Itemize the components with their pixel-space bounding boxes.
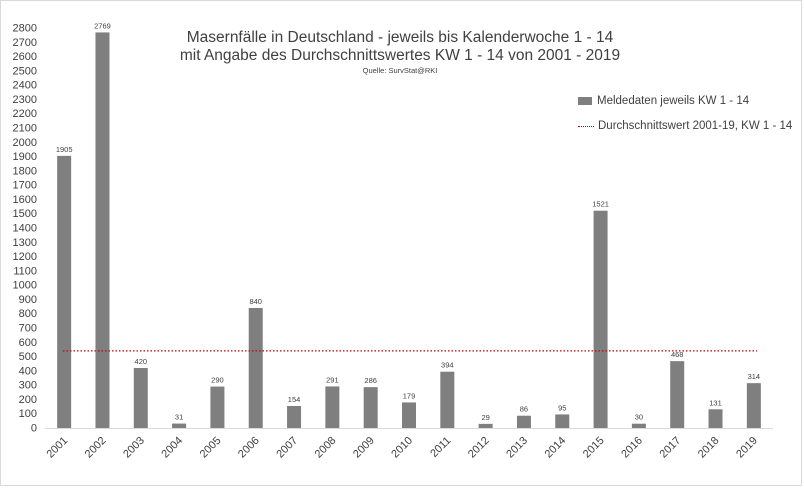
bar [746,383,761,428]
data-label: 30 [635,413,643,422]
x-tick-label: 2010 [389,435,415,461]
y-tick-label: 500 [19,351,37,363]
y-tick-label: 400 [19,365,37,377]
y-tick-label: 2800 [13,23,37,35]
bar [402,402,416,428]
y-tick-label: 2600 [13,51,37,63]
y-tick-label: 1600 [13,194,37,206]
bar [440,371,455,428]
x-tick-label: 2008 [313,435,339,461]
y-tick-label: 700 [19,323,37,335]
y-tick-label: 1300 [13,237,37,249]
y-tick-label: 200 [19,394,37,406]
legend-item-bars: Meldedaten jeweils KW 1 - 14 [578,95,749,107]
bar [325,386,340,428]
x-tick-label: 2007 [274,435,300,461]
data-label: 29 [481,413,489,422]
bar [95,32,110,429]
y-tick-label: 2500 [13,65,37,77]
y-tick-label: 2200 [13,108,37,120]
data-label: 314 [748,372,761,381]
data-label: 286 [364,376,377,385]
legend-item-average: Durchschnittswert 2001-19, KW 1 - 14 [578,120,792,132]
bar [363,387,378,428]
legend-line-label: Durchschnittswert 2001-19, KW 1 - 14 [598,120,793,132]
legend-line-swatch [578,125,594,127]
x-tick-label: 2018 [696,435,722,461]
data-label: 840 [249,297,262,306]
legend-bar-label: Meldedaten jeweils KW 1 - 14 [597,95,750,107]
y-tick-label: 1000 [13,280,37,292]
bar [210,386,225,428]
x-tick-label: 2006 [236,435,262,461]
chart-subtitle: mit Angabe des Durchschnittswertes KW 1 … [179,47,621,64]
x-tick-label: 2005 [198,435,224,461]
x-tick-label: 2003 [121,435,147,461]
bar [133,368,148,428]
x-tick-label: 2011 [428,435,453,460]
y-tick-label: 1900 [13,151,37,163]
data-label: 86 [520,405,528,414]
x-tick-label: 2014 [543,435,569,461]
data-label: 394 [441,361,454,370]
y-tick-label: 800 [19,308,37,320]
bar [555,414,570,428]
x-tick-label: 2002 [83,435,109,461]
data-label: 179 [403,391,416,400]
x-tick-label: 2017 [658,435,684,461]
x-tick-label: 2016 [619,435,645,461]
y-tick-label: 2100 [13,123,37,135]
y-tick-label: 1800 [13,165,37,177]
data-label: 1521 [592,200,609,209]
y-tick-label: 2400 [13,80,37,92]
bar [670,361,685,428]
bar [287,406,302,428]
data-label: 468 [671,350,684,359]
y-tick-label: 0 [31,423,37,435]
y-tick-label: 2000 [13,137,37,149]
x-tick-label: 2013 [504,435,530,461]
bar [516,415,531,428]
y-tick-label: 2700 [13,37,37,49]
x-tick-label: 2012 [466,435,492,461]
y-tick-label: 900 [19,294,37,306]
x-tick-label: 2009 [351,435,377,461]
y-tick-label: 1200 [13,251,37,263]
y-tick-label: 1500 [13,208,37,220]
x-tick-label: 2019 [734,435,760,461]
y-tick-label: 100 [19,408,37,420]
bar [478,423,493,428]
bar [57,155,72,428]
y-tick-label: 1100 [13,265,37,277]
data-label: 291 [326,375,339,384]
y-tick-label: 1400 [13,223,37,235]
data-label: 154 [288,395,301,404]
x-tick-label: 2015 [581,435,607,461]
chart-source: Quelle: SurvStat@RKI [362,66,438,75]
x-tick-label: 2001 [44,435,70,461]
data-label: 31 [175,413,183,422]
bar [172,423,187,428]
data-label: 290 [211,376,224,385]
y-tick-label: 2300 [13,94,37,106]
chart-title: Masernfälle in Deutschland - jeweils bis… [186,29,614,46]
bar [631,423,646,428]
y-tick-label: 1700 [13,180,37,192]
data-label: 1905 [56,145,73,154]
bar [593,210,608,428]
data-label: 131 [709,398,722,407]
bar [248,308,263,428]
x-tick-label: 2004 [159,435,185,461]
bar [708,409,723,428]
y-tick-label: 300 [19,380,37,392]
data-label: 2769 [94,21,111,30]
legend-bar-swatch [578,97,592,105]
y-tick-label: 600 [19,337,37,349]
data-label: 420 [135,357,148,366]
data-label: 95 [558,403,566,412]
